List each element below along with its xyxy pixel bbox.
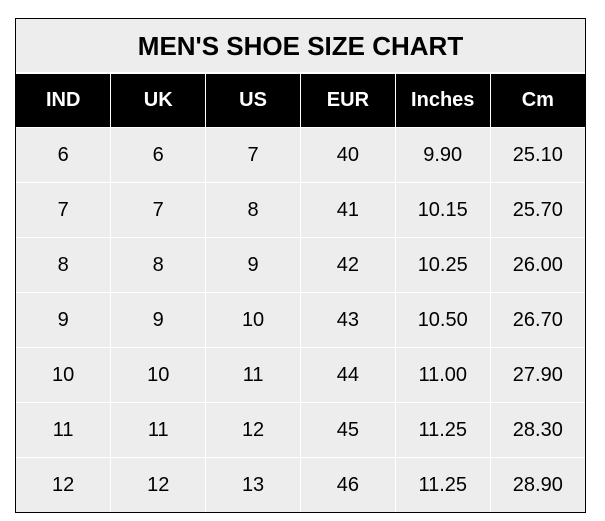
column-header-eur: EUR (299, 73, 396, 128)
cell-uk: 12 (110, 457, 207, 512)
cell-ind: 7 (16, 182, 112, 238)
table-row: 6 6 7 40 9.90 25.10 (16, 127, 585, 183)
cell-uk: 7 (110, 182, 207, 238)
table-row: 10 10 11 44 11.00 27.90 (16, 347, 585, 403)
column-header-inches: Inches (394, 73, 491, 128)
cell-ind: 6 (16, 127, 112, 183)
cell-cm: 25.70 (489, 182, 585, 238)
column-header-uk: UK (110, 73, 207, 128)
cell-uk: 11 (110, 402, 207, 458)
header-row: IND UK US EUR Inches Cm (16, 73, 585, 128)
cell-eur: 44 (299, 347, 396, 403)
cell-uk: 8 (110, 237, 207, 293)
table-row: 11 11 12 45 11.25 28.30 (16, 402, 585, 458)
table-row: 7 7 8 41 10.15 25.70 (16, 182, 585, 238)
cell-us: 8 (205, 182, 301, 238)
cell-cm: 25.10 (489, 127, 585, 183)
cell-ind: 11 (16, 402, 112, 458)
table-row: 12 12 13 46 11.25 28.90 (16, 457, 585, 512)
cell-inches: 11.25 (394, 457, 491, 512)
cell-eur: 40 (299, 127, 396, 183)
column-header-us: US (205, 73, 301, 128)
size-table: IND UK US EUR Inches Cm 6 6 7 40 9.90 25.10 7 7 8 41 10… (16, 73, 585, 512)
cell-inches: 10.50 (394, 292, 491, 348)
cell-inches: 11.00 (394, 347, 491, 403)
cell-uk: 6 (110, 127, 207, 183)
cell-cm: 27.90 (489, 347, 585, 403)
cell-ind: 10 (16, 347, 112, 403)
cell-us: 10 (205, 292, 301, 348)
cell-inches: 10.15 (394, 182, 491, 238)
column-header-ind: IND (16, 73, 112, 128)
cell-eur: 43 (299, 292, 396, 348)
cell-inches: 10.25 (394, 237, 491, 293)
cell-cm: 26.70 (489, 292, 585, 348)
table-row: 9 9 10 43 10.50 26.70 (16, 292, 585, 348)
cell-inches: 9.90 (394, 127, 491, 183)
cell-ind: 9 (16, 292, 112, 348)
size-chart: MEN'S SHOE SIZE CHART IND UK US EUR Inches Cm… (15, 18, 586, 513)
cell-ind: 12 (16, 457, 112, 512)
cell-us: 7 (205, 127, 301, 183)
cell-ind: 8 (16, 237, 112, 293)
cell-us: 9 (205, 237, 301, 293)
cell-uk: 9 (110, 292, 207, 348)
cell-eur: 41 (299, 182, 396, 238)
cell-eur: 42 (299, 237, 396, 293)
cell-cm: 28.30 (489, 402, 585, 458)
cell-cm: 28.90 (489, 457, 585, 512)
cell-cm: 26.00 (489, 237, 585, 293)
table-row: 8 8 9 42 10.25 26.00 (16, 237, 585, 293)
cell-eur: 45 (299, 402, 396, 458)
cell-us: 13 (205, 457, 301, 512)
cell-us: 12 (205, 402, 301, 458)
chart-title: MEN'S SHOE SIZE CHART (16, 19, 585, 73)
column-header-cm: Cm (489, 73, 585, 128)
cell-inches: 11.25 (394, 402, 491, 458)
cell-uk: 10 (110, 347, 207, 403)
cell-us: 11 (205, 347, 301, 403)
cell-eur: 46 (299, 457, 396, 512)
